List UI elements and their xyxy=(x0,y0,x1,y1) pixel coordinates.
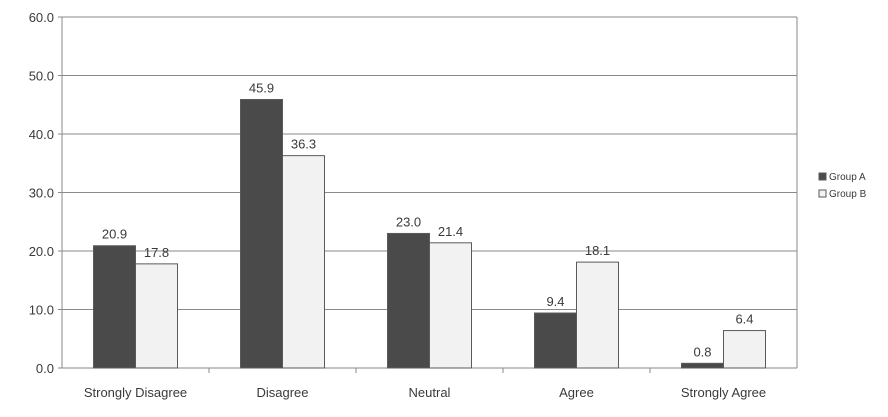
axes: 0.0 10.0 20.0 30.0 40.0 50.0 60.0 Strongly Disa… xyxy=(29,10,798,400)
bar-group-b xyxy=(576,261,619,369)
legend-label: Group A xyxy=(829,172,866,183)
gridlines xyxy=(62,16,797,310)
legend-swatch xyxy=(818,172,827,181)
data-label: 36.3 xyxy=(291,137,316,152)
data-label: 21.4 xyxy=(438,224,463,239)
legend: Group A Group B xyxy=(814,165,880,207)
y-tick-label: 10.0 xyxy=(29,303,54,318)
y-tick-label: 60.0 xyxy=(29,10,54,25)
data-label: 17.8 xyxy=(144,245,169,260)
x-category-label: Strongly Agree xyxy=(681,385,766,400)
bars xyxy=(93,98,766,369)
data-label: 45.9 xyxy=(249,80,274,95)
y-tick-label: 40.0 xyxy=(29,127,54,142)
bar-group-a xyxy=(387,232,430,369)
y-tick-label: 30.0 xyxy=(29,186,54,201)
data-labels: 20.9 17.8 45.9 36.3 23.0 21.4 9.4 18.1 0.8 6.4 xyxy=(102,80,754,359)
bar-group-b xyxy=(429,242,472,369)
data-label: 23.0 xyxy=(396,214,421,229)
x-category-label: Strongly Disagree xyxy=(84,385,187,400)
bar-group-b xyxy=(723,330,766,369)
data-label: 20.9 xyxy=(102,227,127,242)
data-label: 9.4 xyxy=(546,294,564,309)
x-category-label: Neutral xyxy=(409,385,451,400)
bar-group-a xyxy=(240,98,283,369)
legend-label: Group B xyxy=(829,189,867,200)
bar-group-a xyxy=(534,312,577,369)
bar-group-b xyxy=(135,263,178,369)
x-category-label: Agree xyxy=(559,385,594,400)
legend-box xyxy=(814,165,880,207)
y-tick-label: 50.0 xyxy=(29,69,54,84)
legend-swatch xyxy=(818,189,827,198)
x-category-label: Disagree xyxy=(256,385,308,400)
data-label: 6.4 xyxy=(735,312,753,327)
y-tick-label: 20.0 xyxy=(29,244,54,259)
data-label: 18.1 xyxy=(585,243,610,258)
y-tick-label: 0.0 xyxy=(36,361,54,376)
bar-group-a xyxy=(93,245,136,369)
bar-group-b xyxy=(282,155,325,369)
bar-group-a xyxy=(681,362,724,369)
data-label: 0.8 xyxy=(693,344,711,359)
